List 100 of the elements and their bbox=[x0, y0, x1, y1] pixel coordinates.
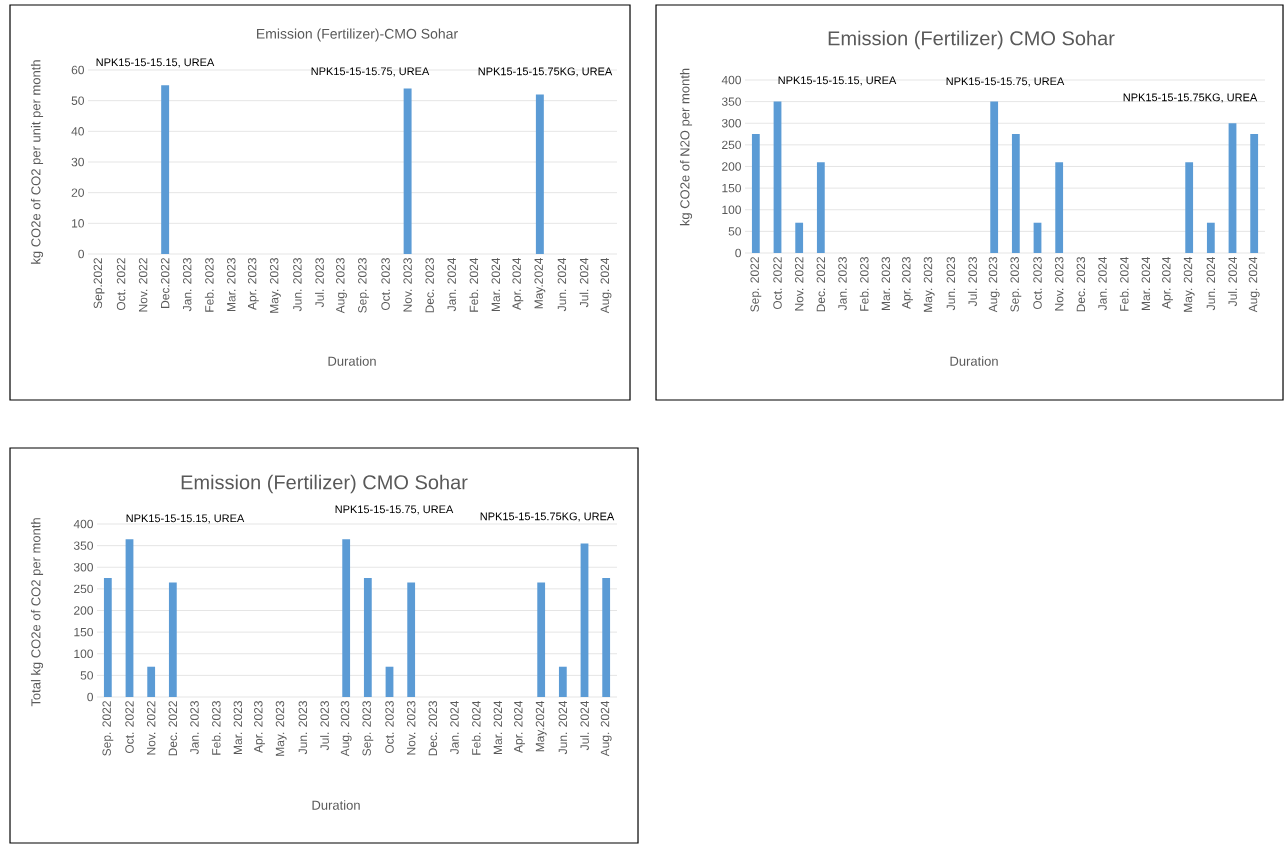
x-tick-label: May.2024 bbox=[535, 700, 547, 752]
y-tick-label: 60 bbox=[71, 65, 85, 75]
y-tick-label: 350 bbox=[721, 97, 742, 106]
x-axis-title: Duration bbox=[328, 356, 376, 366]
x-tick-label: Nov. 2022 bbox=[146, 701, 156, 755]
y-tick-label: 20 bbox=[71, 188, 85, 197]
x-tick-label: Aug. 2024 bbox=[600, 257, 612, 314]
x-tick-label: Jul. 2024 bbox=[1228, 256, 1237, 307]
x-tick-label: Jun. 2024 bbox=[557, 257, 567, 312]
x-tick-label: Feb. 2024 bbox=[1119, 256, 1129, 311]
x-tick-label: Sep. 2023 bbox=[1010, 257, 1022, 312]
bar bbox=[1011, 134, 1020, 253]
bar bbox=[103, 578, 112, 697]
x-tick-label: Feb. 2023 bbox=[211, 701, 221, 755]
x-tick-label: Feb. 2023 bbox=[859, 257, 869, 311]
bar bbox=[1206, 222, 1215, 253]
bar bbox=[168, 582, 177, 697]
x-tick-label: Apr. 2023 bbox=[247, 258, 259, 310]
y-tick-label: 30 bbox=[71, 157, 85, 167]
x-tick-label: Jul. 2023 bbox=[320, 701, 329, 751]
x-tick-label: Dec. 2023 bbox=[1076, 257, 1086, 312]
y-tick-label: 0 bbox=[87, 692, 94, 702]
y-tick-label: 150 bbox=[722, 183, 742, 193]
y-tick-label: 150 bbox=[74, 627, 93, 637]
bar bbox=[407, 582, 416, 697]
bar bbox=[751, 134, 760, 253]
y-tick-label: 250 bbox=[722, 140, 742, 150]
bar bbox=[342, 539, 351, 697]
y-tick-label: 0 bbox=[735, 248, 742, 258]
x-tick-label: Mar. 2023 bbox=[227, 258, 236, 312]
x-tick-label: Jan. 2023 bbox=[838, 257, 847, 311]
x-tick-label: Jul. 2023 bbox=[315, 258, 324, 308]
x-tick-label: Dec.2022 bbox=[160, 258, 170, 308]
bar bbox=[1250, 134, 1259, 253]
x-tick-label: Nov. 2023 bbox=[1054, 257, 1064, 311]
bar bbox=[125, 539, 134, 697]
y-tick-label: 300 bbox=[721, 119, 742, 128]
x-tick-label: Jul. 2024 bbox=[579, 257, 589, 308]
x-tick-label: May. 2023 bbox=[269, 258, 281, 313]
x-tick-label: Nov. 2022 bbox=[794, 257, 804, 311]
x-tick-label: Jan. 2024 bbox=[447, 257, 456, 312]
y-tick-label: 100 bbox=[74, 649, 93, 658]
x-tick-label: Jan. 2023 bbox=[190, 701, 199, 755]
bar bbox=[816, 162, 825, 253]
x-tick-label: Nov. 2022 bbox=[138, 258, 148, 312]
x-tick-label: Apr. 2024 bbox=[1162, 256, 1173, 309]
x-axis-title: Duration bbox=[312, 800, 360, 810]
x-axis-title: Duration bbox=[950, 356, 998, 366]
annotation: NPK15-15-15.15, UREA bbox=[778, 76, 897, 86]
x-tick-label: Jan. 2024 bbox=[1098, 256, 1107, 311]
x-tick-label: Oct. 2022 bbox=[773, 257, 782, 310]
x-tick-label: Feb. 2024 bbox=[469, 257, 479, 312]
bar bbox=[795, 222, 804, 253]
y-axis-title: kg CO2e of CO2 per unit per month bbox=[30, 60, 44, 264]
y-tick-label: 50 bbox=[71, 96, 85, 105]
x-tick-label: May. 2024 bbox=[1183, 256, 1195, 312]
x-tick-label: May. 2023 bbox=[275, 701, 287, 756]
x-tick-label: Oct. 2023 bbox=[1033, 257, 1042, 310]
x-tick-label: Sep. 2022 bbox=[102, 701, 114, 756]
y-tick-label: 400 bbox=[73, 519, 93, 529]
text: NPK15-15-15.15, UREA bbox=[96, 58, 215, 68]
bar bbox=[535, 94, 544, 254]
y-tick-label: 100 bbox=[722, 205, 742, 214]
x-tick-label: Apr. 2023 bbox=[902, 257, 913, 309]
annotation: NPK15-15-15.75, UREA bbox=[311, 67, 430, 77]
x-tick-label: Jul. 2023 bbox=[968, 257, 977, 307]
y-tick-label: 50 bbox=[80, 671, 94, 680]
x-tick-label: Jun. 2024 bbox=[1206, 256, 1216, 311]
bar bbox=[580, 543, 589, 697]
x-tick-label: Sep. 2023 bbox=[358, 258, 369, 313]
x-tick-label: Jun. 2023 bbox=[293, 258, 302, 312]
y-tick-label: 400 bbox=[721, 75, 742, 85]
bar bbox=[161, 85, 170, 254]
x-tick-label: Mar. 2023 bbox=[881, 257, 891, 311]
bar bbox=[1185, 162, 1194, 253]
x-tick-label: Jun. 2023 bbox=[946, 257, 956, 311]
x-tick-label: Oct. 2023 bbox=[381, 258, 390, 311]
x-tick-label: Mar. 2024 bbox=[493, 700, 503, 755]
x-tick-label: Mar. 2024 bbox=[1141, 256, 1151, 311]
y-tick-label: 0 bbox=[78, 249, 85, 259]
x-tick-label: Dec. 2022 bbox=[816, 257, 826, 312]
x-tick-label: Feb. 2024 bbox=[471, 700, 481, 755]
y-axis-title: kg CO2e of N2O per month bbox=[679, 68, 693, 226]
annotation: NPK15-15-15.75KG, UREA bbox=[478, 67, 613, 77]
bar bbox=[537, 582, 546, 697]
y-tick-label: 200 bbox=[722, 162, 742, 171]
x-tick-label: Aug. 2023 bbox=[988, 257, 1000, 313]
bar bbox=[403, 88, 412, 254]
y-tick-label: 350 bbox=[73, 541, 93, 550]
bar bbox=[558, 666, 567, 697]
x-tick-label: Aug. 2023 bbox=[340, 701, 352, 757]
x-tick-label: Apr. 2023 bbox=[254, 701, 265, 753]
x-tick-label: Sep.2022 bbox=[93, 258, 105, 309]
x-tick-label: Oct. 2022 bbox=[116, 258, 126, 311]
chart-title: Emission (Fertilizer) CMO Sohar bbox=[828, 30, 1115, 50]
text: NPK15-15-15.75KG, UREA bbox=[480, 512, 615, 522]
x-tick-label: Jan. 2024 bbox=[450, 700, 459, 755]
annotation: NPK15-15-15.75, UREA bbox=[946, 77, 1065, 87]
x-tick-label: Jul. 2024 bbox=[580, 700, 589, 751]
x-tick-label: May. 2023 bbox=[923, 257, 935, 312]
